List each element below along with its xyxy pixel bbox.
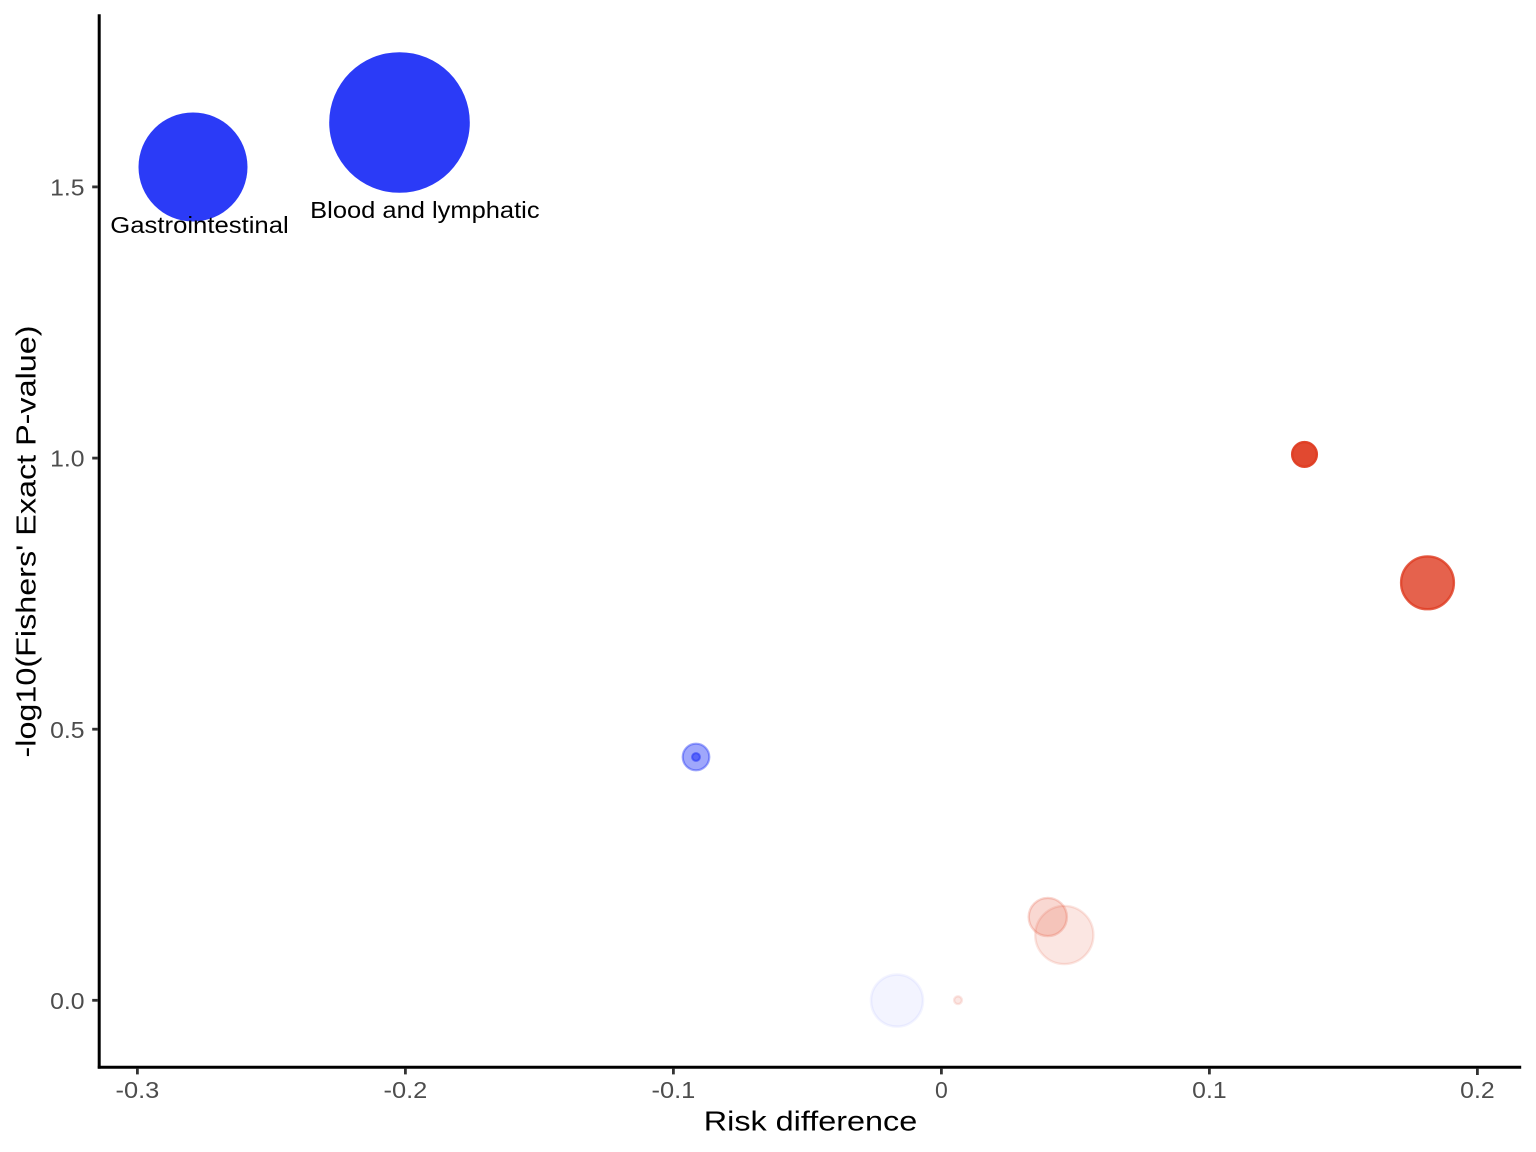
svg-text:0: 0: [935, 1077, 948, 1103]
svg-text:0.0: 0.0: [50, 988, 84, 1014]
svg-text:-0.1: -0.1: [652, 1077, 696, 1103]
svg-text:1.5: 1.5: [50, 175, 84, 201]
svg-text:Risk difference: Risk difference: [704, 1105, 918, 1136]
svg-text:-log10(Fishers' Exact P-value): -log10(Fishers' Exact P-value): [11, 326, 42, 758]
svg-text:-0.2: -0.2: [384, 1077, 428, 1103]
svg-text:Gastrointestinal: Gastrointestinal: [110, 212, 288, 238]
svg-text:Blood and lymphatic: Blood and lymphatic: [310, 197, 540, 223]
svg-text:-0.3: -0.3: [116, 1077, 160, 1103]
svg-text:0.5: 0.5: [50, 717, 84, 743]
svg-text:1.0: 1.0: [50, 446, 84, 472]
svg-text:0.2: 0.2: [1460, 1077, 1494, 1103]
svg-text:0.1: 0.1: [1192, 1077, 1226, 1103]
